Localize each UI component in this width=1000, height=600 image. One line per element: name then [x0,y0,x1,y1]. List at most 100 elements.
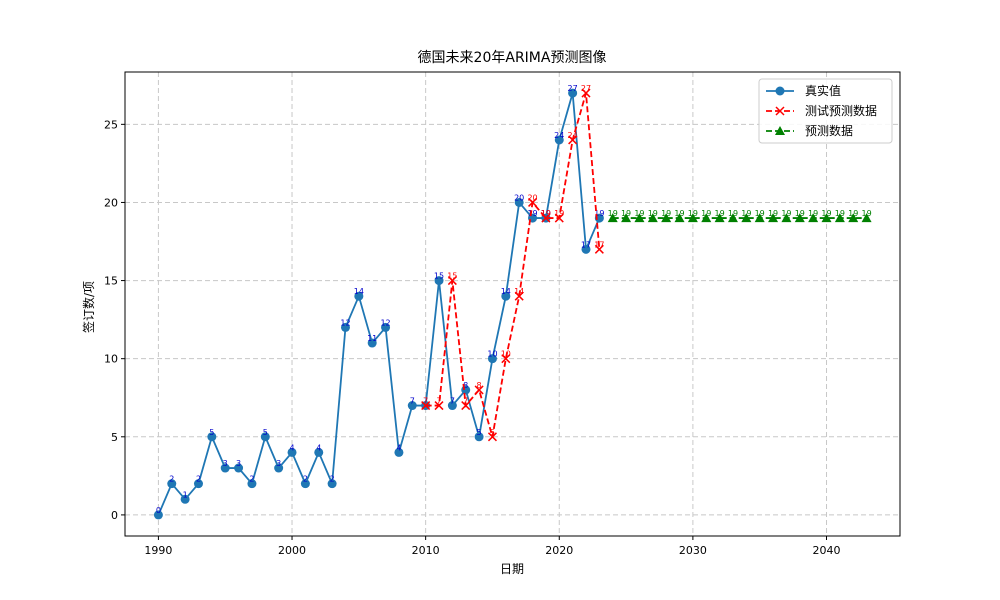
series-2: 19 19 19 19 19 19 19 19 19 19 19 19 19 19 19 19 19 19 19 19 [608,209,872,223]
data-point [621,213,632,223]
data-label: 10 [487,350,497,359]
y-axis-ticks: 0 5 10 15 20 25 [104,118,125,522]
data-label: 19 [674,209,684,218]
x-tick-label: 1990 [144,544,172,557]
data-label: 12 [340,318,350,327]
data-point [340,322,350,332]
data-label: 0 [156,506,161,515]
data-point [434,276,444,286]
data-label: 14 [501,287,511,296]
data-point [394,447,404,457]
data-label: 5 [477,428,482,437]
data-point [274,463,284,473]
data-label: 19 [701,209,711,218]
data-label: 24 [568,131,578,140]
data-label: 19 [541,209,551,218]
data-point [568,135,578,145]
data-point [247,479,257,489]
data-label: 3 [223,459,228,468]
data-point [741,213,752,223]
grid [125,72,900,536]
data-point [794,213,805,223]
data-point [193,479,203,489]
data-label: 20 [527,193,537,202]
data-label: 2 [249,475,254,484]
data-point [661,213,672,223]
series-line [425,92,601,438]
data-point [234,463,244,473]
data-point [220,463,230,473]
legend-item-0: 真实值 [766,83,841,98]
data-label: 5 [209,428,214,437]
y-tick-label: 15 [104,275,118,288]
y-tick-label: 25 [104,118,118,131]
data-point [314,447,324,457]
data-label: 27 [581,84,591,93]
data-label: 11 [367,334,377,343]
data-label: 19 [621,209,631,218]
data-point [474,432,484,442]
data-point [674,213,685,223]
data-label: 19 [634,209,644,218]
data-point [487,354,497,364]
data-label: 19 [862,209,872,218]
data-point [407,401,417,411]
data-label: 2 [303,475,308,484]
data-point [647,213,658,223]
data-point [487,432,497,442]
data-point [554,213,564,223]
data-point [287,447,297,457]
x-tick-label: 2000 [278,544,306,557]
data-point [754,213,765,223]
data-label: 19 [741,209,751,218]
data-point [541,213,551,223]
data-point [501,291,511,301]
data-point [528,197,538,207]
data-label: 19 [527,209,537,218]
data-point [727,213,738,223]
data-point [207,432,217,442]
legend-item-2: 预测数据 [766,123,853,138]
data-label: 3 [276,459,281,468]
data-point [581,88,591,98]
data-point [367,338,377,348]
data-label: 19 [541,209,551,218]
data-label: 19 [594,209,604,218]
data-point [447,401,457,411]
data-point [834,213,845,223]
data-point [327,479,337,489]
y-tick-label: 10 [104,353,118,366]
data-label: 19 [755,209,765,218]
data-label: 19 [648,209,658,218]
data-label: 7 [463,397,468,406]
data-label: 20 [514,193,524,202]
data-label: 17 [594,240,604,249]
data-point [821,213,832,223]
data-point [554,135,564,145]
data-point [714,213,725,223]
data-label: 19 [688,209,698,218]
data-point [180,494,190,504]
data-label: 12 [380,318,390,327]
data-point [447,276,457,286]
data-point [300,479,310,489]
data-label: 5 [263,428,268,437]
data-label: 14 [354,287,364,296]
data-point [514,197,524,207]
data-label: 15 [434,272,444,281]
data-label: 19 [835,209,845,218]
legend-label: 真实值 [805,83,841,98]
data-point [434,401,444,411]
data-label: 5 [490,428,495,437]
x-tick-label: 2030 [679,544,707,557]
data-point [861,213,872,223]
data-point [421,401,431,411]
legend-label: 测试预测数据 [805,103,877,118]
data-label: 2 [330,475,335,484]
y-tick-label: 5 [111,431,118,444]
data-label: 1 [183,490,188,499]
data-label: 19 [608,209,618,218]
data-point [848,213,859,223]
data-label: 19 [781,209,791,218]
